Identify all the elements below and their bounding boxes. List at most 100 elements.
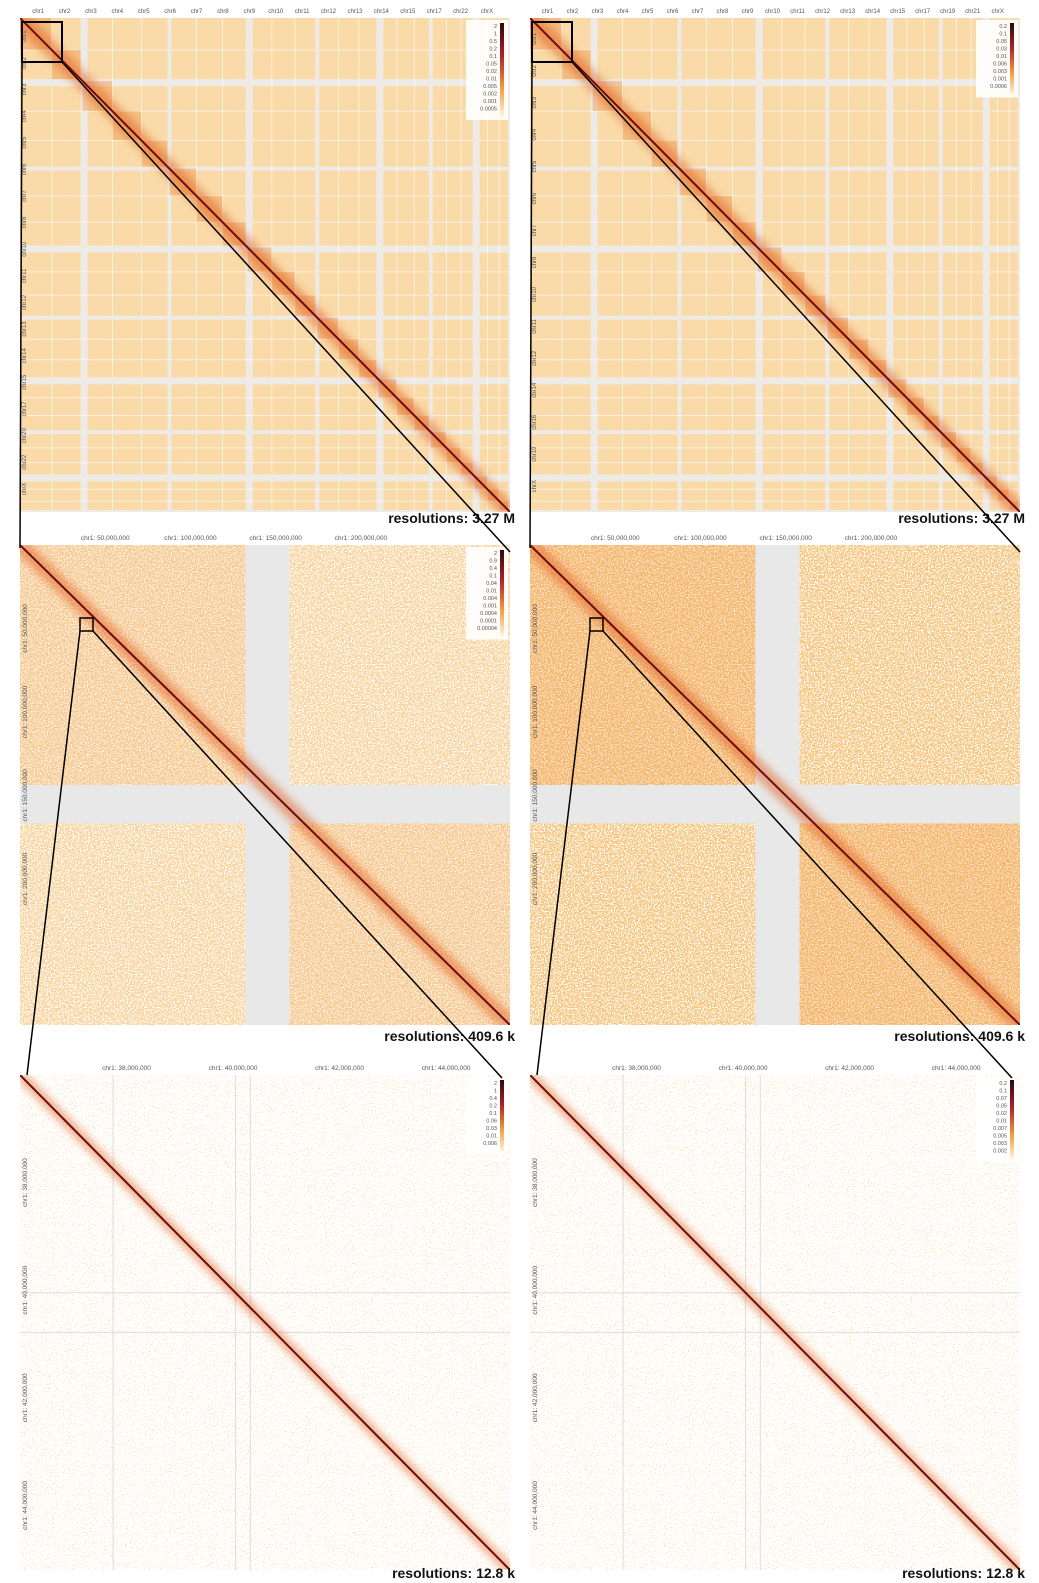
heatmap: [530, 18, 1020, 512]
empty-stripe: [530, 474, 1020, 482]
empty-stripe: [20, 245, 510, 253]
diagonal: [20, 1075, 510, 1570]
left-label: chr1: 44,000,000: [532, 1481, 539, 1530]
legend-label: 0.0004: [480, 611, 497, 617]
top-label: chr15: [400, 9, 416, 15]
top-label: chr12: [321, 9, 337, 15]
empty-stripe: [1018, 18, 1020, 512]
caption: resolutions: 409.6 k: [384, 1028, 515, 1044]
heatmap-panel: chr1: 50,000,000 chr1: 100,000,000 chr1: 1…: [20, 535, 515, 1044]
left-label: chr1: 38,000,000: [532, 1158, 539, 1207]
left-label: chr1: 40,000,000: [22, 1265, 29, 1314]
legend-label: 2: [494, 24, 497, 30]
empty-stripe: [886, 18, 894, 512]
legend-label: 0.02: [486, 69, 497, 75]
legend-label: 0.01: [486, 589, 497, 595]
heatmap-panel: chr1 chr2 chr3 chr4 chr5 chr6 chr7 chr8 chr9 chr1…: [530, 9, 1025, 526]
zoom-line: [536, 630, 591, 1076]
top-label: chr21: [965, 9, 981, 15]
empty-stripe: [20, 430, 510, 435]
top-label: chr14: [865, 9, 881, 15]
left-label: chr1: 150,000,000: [532, 769, 539, 822]
legend-label: 0.007: [993, 1126, 1007, 1132]
caption: resolutions: 409.6 k: [894, 1028, 1025, 1044]
legend-label: 1: [494, 32, 497, 38]
top-label: chr1: 200,000,000: [845, 535, 898, 542]
legend-label: 0.1: [999, 1089, 1007, 1095]
heatmap-panel: chr1: 50,000,000 chr1: 100,000,000 chr1: 1…: [530, 535, 1025, 1044]
empty-stripe: [530, 79, 1020, 87]
legend-label: 0.2: [489, 1104, 497, 1110]
left-label: chr1: 150,000,000: [22, 769, 29, 822]
legend-label: 0.05: [996, 39, 1007, 45]
empty-stripe: [982, 18, 990, 512]
top-label: chr13: [347, 9, 363, 15]
heatmap-panel: chr1: 38,000,000 chr1: 40,000,000 chr1: 42…: [20, 1065, 515, 1581]
left-label: chr2: [532, 64, 538, 76]
heatmap: [530, 1075, 1020, 1570]
empty-stripe: [428, 18, 433, 512]
top-label: chr6: [667, 9, 679, 15]
zoom-line: [529, 61, 533, 549]
zoom-line: [92, 630, 503, 1079]
top-label: chr1: 40,000,000: [209, 1065, 258, 1072]
diagonal: [20, 545, 510, 1025]
top-label: chr1: 200,000,000: [335, 535, 388, 542]
left-label: chr8: [22, 216, 28, 228]
legend-label: 0.1: [489, 574, 497, 580]
colorbar: [1010, 1080, 1014, 1159]
top-label: chr10: [268, 9, 284, 15]
left-label: chr16: [532, 414, 538, 430]
left-label: chr5: [532, 160, 538, 172]
left-label: chr6: [22, 163, 28, 175]
zoom-box: [21, 21, 63, 63]
empty-stripe: [167, 18, 172, 512]
left-label: chr1: 100,000,000: [532, 685, 539, 738]
empty-stripe: [530, 245, 1020, 253]
left-label: chr1: 44,000,000: [22, 1481, 29, 1530]
heatmap: [20, 1075, 510, 1570]
top-label: chrX: [992, 9, 1004, 15]
empty-stripe: [590, 18, 598, 512]
heatmap-panel: chr1 chr2 chr3 chr4 chr5 chr6 chr7 chr8 chr9 chr1…: [20, 9, 515, 526]
left-label: chr15: [22, 374, 28, 390]
zoom-box: [589, 617, 604, 632]
top-label: chr17: [915, 9, 931, 15]
empty-stripe: [530, 377, 1020, 385]
top-label: chr12: [815, 9, 831, 15]
left-label: chrX: [532, 480, 538, 492]
top-label: chr17: [427, 9, 443, 15]
top-label: chr8: [217, 9, 229, 15]
top-label: chr1: 38,000,000: [102, 1065, 151, 1072]
top-label: chr4: [111, 9, 123, 15]
left-label: chr1: 42,000,000: [22, 1373, 29, 1422]
top-label: chr3: [592, 9, 604, 15]
top-label: chr1: 42,000,000: [315, 1065, 364, 1072]
empty-stripe: [20, 166, 510, 171]
zoom-box: [79, 617, 94, 632]
left-label: chr1: 38,000,000: [22, 1158, 29, 1207]
top-label: chr1: 38,000,000: [612, 1065, 661, 1072]
top-label: chr4: [617, 9, 629, 15]
zoom-line: [602, 630, 1013, 1079]
top-label: chr8: [717, 9, 729, 15]
legend-label: 0.2: [999, 1081, 1007, 1087]
empty-stripe: [20, 474, 510, 482]
legend-label: 0.2: [999, 24, 1007, 30]
caption: resolutions: 3.27 M: [388, 510, 515, 526]
top-label: chr1: [32, 9, 44, 15]
empty-stripe: [315, 18, 320, 512]
legend-label: 0.002: [483, 92, 497, 98]
empty-stripe: [20, 510, 510, 512]
zoom-overlay: [19, 21, 1021, 1079]
legend-label: 0.07: [996, 1096, 1007, 1102]
left-label: chr17: [22, 401, 28, 417]
left-label: chr7: [22, 189, 28, 201]
legend-label: 0.0005: [480, 107, 497, 113]
legend-label: 0.00004: [477, 626, 497, 632]
left-label: chr22: [22, 454, 28, 470]
empty-stripe: [530, 430, 1020, 435]
legend-label: 0.01: [486, 77, 497, 83]
top-label: chr1: 42,000,000: [825, 1065, 874, 1072]
